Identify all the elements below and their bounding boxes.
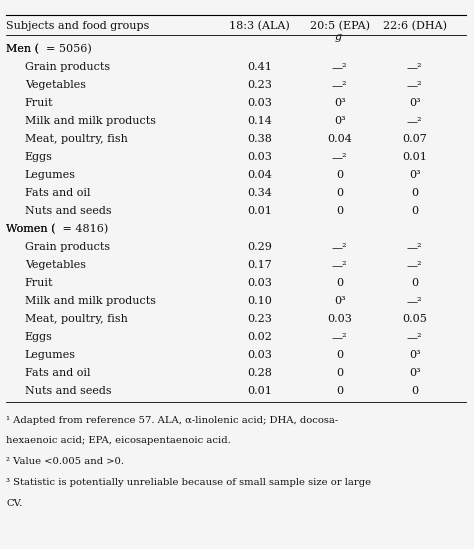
Text: Vegetables: Vegetables	[25, 80, 86, 89]
Text: 18:3 (ALA): 18:3 (ALA)	[229, 21, 290, 31]
Text: hexaenoic acid; EPA, eicosapentaenoic acid.: hexaenoic acid; EPA, eicosapentaenoic ac…	[6, 436, 231, 445]
Text: Subjects and food groups: Subjects and food groups	[6, 21, 149, 31]
Text: 0³: 0³	[334, 116, 346, 126]
Text: 0³: 0³	[334, 98, 346, 108]
Text: 0.01: 0.01	[247, 386, 272, 396]
Text: Fats and oil: Fats and oil	[25, 368, 91, 378]
Text: 0: 0	[336, 368, 343, 378]
Text: ² Value <0.005 and >0.: ² Value <0.005 and >0.	[6, 457, 124, 466]
Text: ³ Statistic is potentially unreliable because of small sample size or large: ³ Statistic is potentially unreliable be…	[6, 478, 371, 487]
Text: 0: 0	[336, 278, 343, 288]
Text: 0³: 0³	[334, 296, 346, 306]
Text: —²: —²	[407, 242, 423, 252]
Text: 0.03: 0.03	[327, 314, 352, 324]
Text: 0: 0	[411, 206, 419, 216]
Text: 0.03: 0.03	[247, 350, 272, 360]
Text: 0.23: 0.23	[247, 314, 272, 324]
Text: Women (  = 4816): Women ( = 4816)	[6, 224, 109, 234]
Text: 0.03: 0.03	[247, 278, 272, 288]
Text: Fruit: Fruit	[25, 98, 54, 108]
Text: —²: —²	[407, 80, 423, 89]
Text: —²: —²	[407, 296, 423, 306]
Text: Grain products: Grain products	[25, 242, 110, 252]
Text: 0: 0	[411, 386, 419, 396]
Text: Milk and milk products: Milk and milk products	[25, 296, 156, 306]
Text: 0³: 0³	[409, 368, 420, 378]
Text: ¹ Adapted from reference 57. ALA, α-linolenic acid; DHA, docosa-: ¹ Adapted from reference 57. ALA, α-lino…	[6, 416, 338, 424]
Text: 0: 0	[336, 206, 343, 216]
Text: —²: —²	[407, 332, 423, 342]
Text: 0.23: 0.23	[247, 80, 272, 89]
Text: Meat, poultry, fish: Meat, poultry, fish	[25, 134, 128, 144]
Text: —²: —²	[407, 61, 423, 72]
Text: —²: —²	[332, 61, 347, 72]
Text: 0.41: 0.41	[247, 61, 272, 72]
Text: 0.01: 0.01	[247, 206, 272, 216]
Text: Legumes: Legumes	[25, 350, 76, 360]
Text: 20:5 (EPA): 20:5 (EPA)	[310, 21, 370, 31]
Text: —²: —²	[332, 242, 347, 252]
Text: Legumes: Legumes	[25, 170, 76, 180]
Text: Milk and milk products: Milk and milk products	[25, 116, 156, 126]
Text: 0³: 0³	[409, 98, 420, 108]
Text: CV.: CV.	[6, 498, 22, 508]
Text: Grain products: Grain products	[25, 61, 110, 72]
Text: 0³: 0³	[409, 170, 420, 180]
Text: 0.07: 0.07	[402, 134, 427, 144]
Text: Eggs: Eggs	[25, 152, 53, 162]
Text: 0.04: 0.04	[327, 134, 352, 144]
Text: 0.38: 0.38	[247, 134, 272, 144]
Text: 0.28: 0.28	[247, 368, 272, 378]
Text: 0.17: 0.17	[247, 260, 272, 270]
Text: 0: 0	[336, 386, 343, 396]
Text: 0.03: 0.03	[247, 98, 272, 108]
Text: 0.01: 0.01	[402, 152, 427, 162]
Text: 0.04: 0.04	[247, 170, 272, 180]
Text: 0: 0	[411, 278, 419, 288]
Text: 0: 0	[336, 350, 343, 360]
Text: —²: —²	[407, 116, 423, 126]
Text: Women (: Women (	[6, 224, 55, 234]
Text: 0: 0	[336, 170, 343, 180]
Text: g: g	[335, 32, 342, 42]
Text: 0: 0	[411, 188, 419, 198]
Text: 0³: 0³	[409, 350, 420, 360]
Text: Eggs: Eggs	[25, 332, 53, 342]
Text: Nuts and seeds: Nuts and seeds	[25, 206, 111, 216]
Text: 0.10: 0.10	[247, 296, 272, 306]
Text: Fats and oil: Fats and oil	[25, 188, 91, 198]
Text: —²: —²	[332, 332, 347, 342]
Text: 0.14: 0.14	[247, 116, 272, 126]
Text: Men (: Men (	[6, 43, 39, 54]
Text: 0.03: 0.03	[247, 152, 272, 162]
Text: Fruit: Fruit	[25, 278, 54, 288]
Text: —²: —²	[332, 260, 347, 270]
Text: 0.02: 0.02	[247, 332, 272, 342]
Text: 22:6 (DHA): 22:6 (DHA)	[383, 21, 447, 31]
Text: 0.29: 0.29	[247, 242, 272, 252]
Text: —²: —²	[332, 152, 347, 162]
Text: —²: —²	[407, 260, 423, 270]
Text: —²: —²	[332, 80, 347, 89]
Text: 0.05: 0.05	[402, 314, 427, 324]
Text: Men (  = 5056): Men ( = 5056)	[6, 43, 92, 54]
Text: 0.34: 0.34	[247, 188, 272, 198]
Text: 0: 0	[336, 188, 343, 198]
Text: Meat, poultry, fish: Meat, poultry, fish	[25, 314, 128, 324]
Text: Nuts and seeds: Nuts and seeds	[25, 386, 111, 396]
Text: Vegetables: Vegetables	[25, 260, 86, 270]
